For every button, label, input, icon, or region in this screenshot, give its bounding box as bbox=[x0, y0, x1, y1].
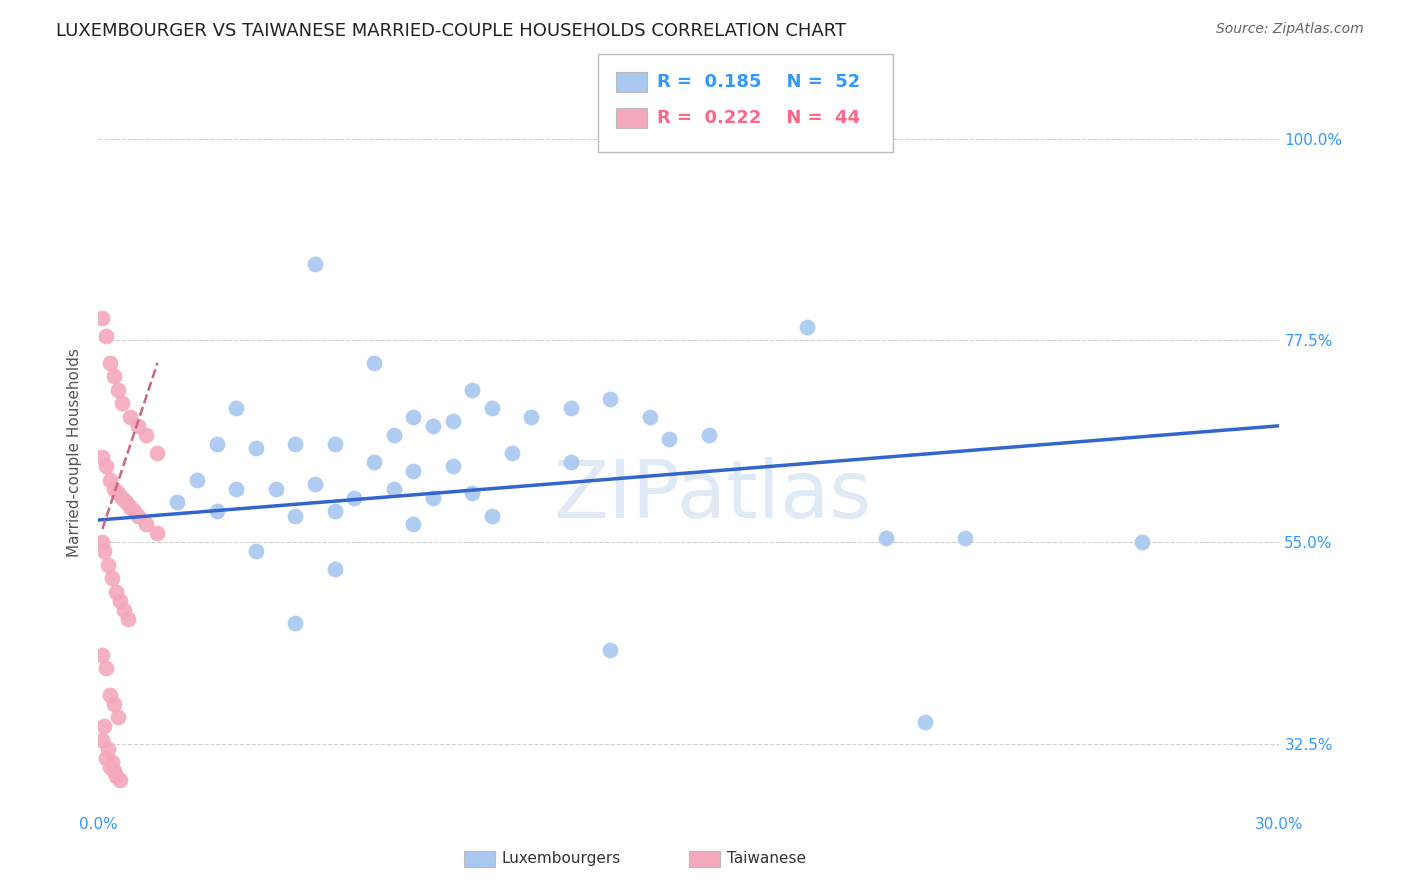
Point bbox=[304, 257, 326, 271]
Point bbox=[441, 414, 464, 428]
Point bbox=[103, 482, 125, 496]
Point bbox=[111, 396, 134, 410]
Point bbox=[135, 517, 157, 532]
Point bbox=[103, 764, 125, 779]
Point bbox=[284, 616, 307, 631]
Point bbox=[127, 418, 149, 433]
Point bbox=[501, 446, 523, 460]
Point bbox=[323, 436, 346, 450]
Point bbox=[108, 773, 131, 788]
Text: ZIPatlas: ZIPatlas bbox=[554, 457, 872, 535]
Point bbox=[481, 401, 503, 415]
Point bbox=[225, 482, 247, 496]
Point bbox=[520, 409, 543, 424]
Text: LUXEMBOURGER VS TAIWANESE MARRIED-COUPLE HOUSEHOLDS CORRELATION CHART: LUXEMBOURGER VS TAIWANESE MARRIED-COUPLE… bbox=[56, 22, 846, 40]
Point bbox=[245, 441, 267, 455]
Point bbox=[186, 473, 208, 487]
Point bbox=[101, 756, 124, 770]
Point bbox=[91, 450, 114, 465]
Point bbox=[91, 648, 114, 662]
Point bbox=[98, 688, 121, 702]
Text: R =  0.185    N =  52: R = 0.185 N = 52 bbox=[657, 73, 860, 91]
Point bbox=[107, 710, 129, 724]
Point bbox=[135, 427, 157, 442]
Point bbox=[111, 491, 134, 505]
Point bbox=[461, 486, 484, 500]
Point bbox=[323, 562, 346, 576]
Text: Source: ZipAtlas.com: Source: ZipAtlas.com bbox=[1216, 22, 1364, 37]
Point bbox=[422, 491, 444, 505]
Point bbox=[98, 356, 121, 370]
Point bbox=[382, 482, 405, 496]
Point bbox=[304, 477, 326, 491]
Point bbox=[599, 643, 621, 657]
Point bbox=[91, 535, 114, 549]
Point bbox=[953, 531, 976, 545]
Point bbox=[1130, 535, 1153, 549]
Point bbox=[205, 504, 228, 518]
Point bbox=[96, 459, 118, 474]
Point bbox=[481, 508, 503, 523]
Point bbox=[264, 482, 287, 496]
Point bbox=[560, 455, 582, 469]
Point bbox=[117, 612, 139, 626]
Point bbox=[107, 486, 129, 500]
Point bbox=[914, 714, 936, 729]
Point bbox=[146, 526, 169, 541]
Point bbox=[122, 504, 145, 518]
Point bbox=[97, 558, 120, 572]
Point bbox=[284, 508, 307, 523]
Point bbox=[91, 733, 114, 747]
Point bbox=[363, 356, 385, 370]
Point bbox=[225, 401, 247, 415]
Point bbox=[118, 500, 141, 514]
Point bbox=[402, 517, 425, 532]
Point bbox=[108, 594, 131, 608]
Point bbox=[461, 383, 484, 397]
Point bbox=[96, 329, 118, 343]
Point bbox=[697, 427, 720, 442]
Point bbox=[284, 436, 307, 450]
Point bbox=[91, 311, 114, 326]
Point bbox=[115, 495, 138, 509]
Point bbox=[107, 383, 129, 397]
Point bbox=[96, 751, 118, 765]
Point bbox=[166, 495, 188, 509]
Point bbox=[101, 571, 124, 585]
Point bbox=[796, 320, 818, 334]
Text: Taiwanese: Taiwanese bbox=[727, 852, 806, 866]
Point bbox=[127, 508, 149, 523]
Point bbox=[105, 584, 128, 599]
Point bbox=[441, 459, 464, 474]
Point bbox=[382, 427, 405, 442]
Point bbox=[97, 742, 120, 756]
Point bbox=[363, 455, 385, 469]
Point bbox=[98, 760, 121, 774]
Point bbox=[98, 473, 121, 487]
Point bbox=[93, 719, 115, 733]
Point bbox=[658, 432, 681, 446]
Point bbox=[402, 409, 425, 424]
Point bbox=[638, 409, 661, 424]
Point bbox=[96, 661, 118, 675]
Point bbox=[103, 369, 125, 384]
Point bbox=[323, 504, 346, 518]
Text: R =  0.222    N =  44: R = 0.222 N = 44 bbox=[657, 109, 859, 127]
Point bbox=[245, 544, 267, 558]
Y-axis label: Married-couple Households: Married-couple Households bbox=[67, 348, 83, 558]
Point bbox=[560, 401, 582, 415]
Point bbox=[112, 603, 135, 617]
Point bbox=[118, 409, 141, 424]
Point bbox=[105, 769, 128, 783]
Text: Luxembourgers: Luxembourgers bbox=[502, 852, 621, 866]
Point bbox=[875, 531, 897, 545]
Point bbox=[103, 697, 125, 711]
Point bbox=[93, 544, 115, 558]
Point bbox=[343, 491, 366, 505]
Point bbox=[422, 418, 444, 433]
Point bbox=[599, 392, 621, 406]
Point bbox=[205, 436, 228, 450]
Point bbox=[146, 446, 169, 460]
Point bbox=[402, 464, 425, 478]
